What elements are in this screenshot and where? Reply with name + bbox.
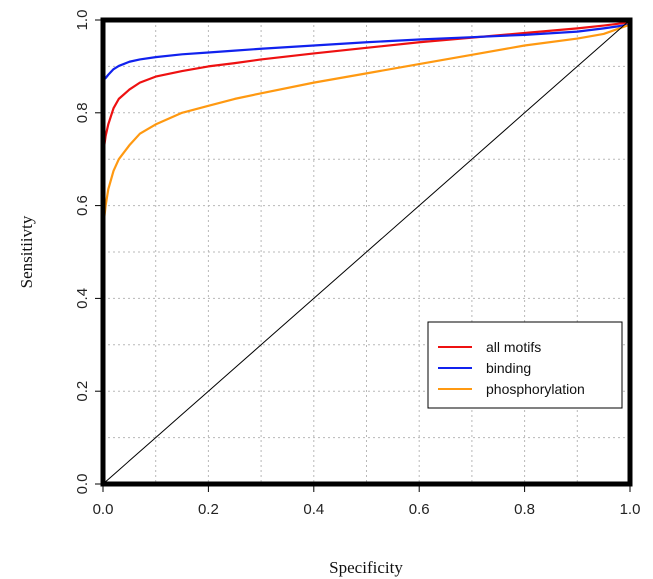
y-tick-label: 0.4 — [74, 288, 91, 309]
plot-frame — [100, 17, 633, 487]
x-axis-title: Specificity — [329, 558, 403, 577]
y-tick-label: 0.8 — [74, 102, 91, 123]
legend-label-all-motifs: all motifs — [486, 339, 541, 355]
x-tick-label: 0.6 — [409, 501, 430, 518]
legend-label-phosphorylation: phosphorylation — [486, 381, 585, 397]
x-tick-label: 0.8 — [514, 501, 535, 518]
x-tick-label: 0.2 — [198, 501, 219, 518]
x-tick-label: 0.0 — [93, 501, 114, 518]
x-tick-label: 1.0 — [620, 501, 641, 518]
legend-label-binding: binding — [486, 360, 531, 376]
series-line-all-motifs — [101, 21, 631, 155]
series-line-phosphorylation — [101, 23, 631, 229]
series-layer — [101, 19, 631, 485]
y-tick-label: 0.6 — [74, 195, 91, 216]
legend-box — [427, 321, 623, 409]
ticks: 0.0 0.2 0.4 0.6 0.8 1.0 0.0 0.2 0.4 0.6 0.8 1.0 — [74, 10, 640, 518]
series-line-binding — [102, 23, 631, 82]
x-tick-label: 0.4 — [303, 501, 324, 518]
series-line-reference-diagonal — [102, 19, 631, 485]
legend: all motifs binding phosphorylation — [427, 321, 623, 409]
y-tick-label: 0.2 — [74, 381, 91, 402]
y-tick-label: 1.0 — [74, 10, 91, 31]
y-tick-label: 0.0 — [74, 474, 91, 495]
y-axis-title: Sensitiivty — [17, 215, 36, 288]
